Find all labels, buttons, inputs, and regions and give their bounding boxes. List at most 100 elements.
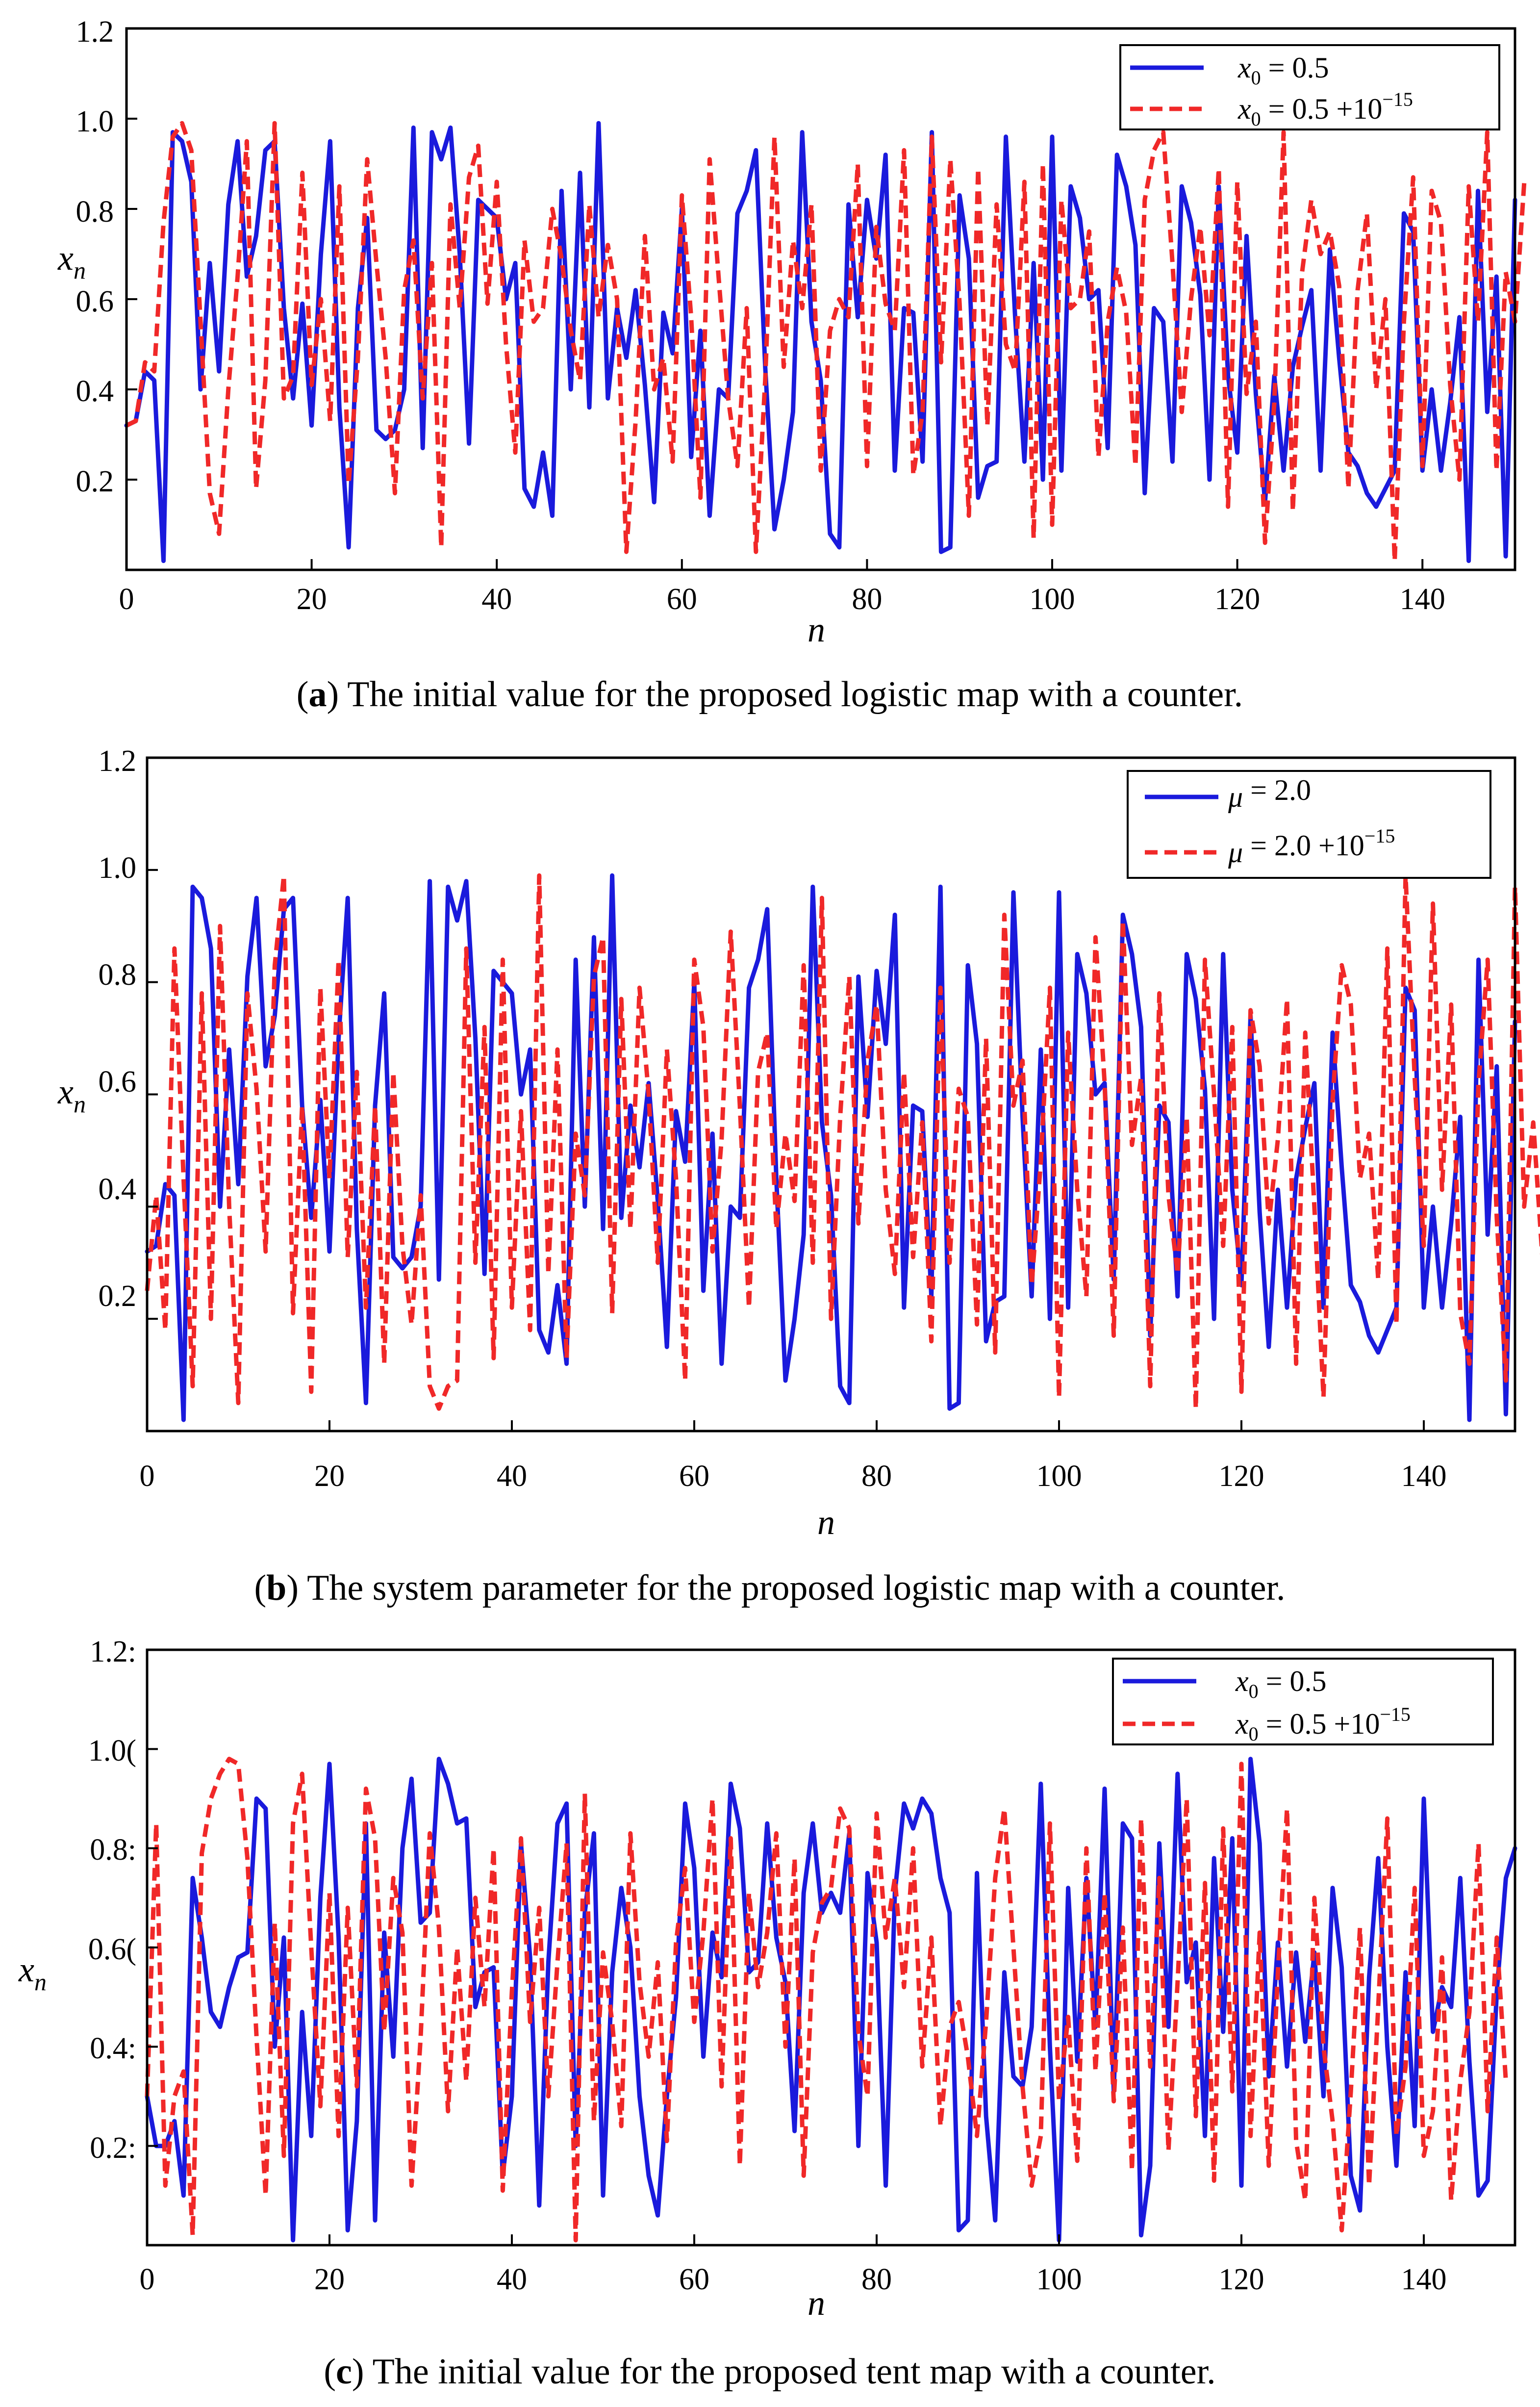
panel-b-caption-letter: b [266, 1568, 286, 1608]
panel-b-caption-open: ( [254, 1568, 267, 1608]
panel-c-xtick-label-140: 140 [1401, 2263, 1447, 2296]
panel-c-xtick-label-20: 20 [314, 2263, 345, 2296]
panel-a-y-axis-title: xn [57, 238, 86, 284]
panel-a-legend-solid-rest: = 0.5 [1261, 51, 1329, 84]
panel-c-legend-solid-rest: = 0.5 [1259, 1665, 1327, 1697]
panel-a-caption: (a) The initial value for the proposed l… [297, 674, 1243, 715]
panel-c-legend-dashed-prefix: x [1235, 1708, 1249, 1740]
panel-b-y-axis-title-main: x [57, 1072, 74, 1111]
panel-a-ytick-label-0.6: 0.6 [76, 285, 114, 318]
panel-c-xtick-label-80: 80 [861, 2263, 892, 2296]
panel-b-series-solid-line [145, 873, 1517, 1422]
panel-b-caption: (b) The system parameter for the propose… [254, 1568, 1286, 1608]
plot-a-area: 0 20 40 60 80 100 120 140 [119, 27, 1527, 616]
panel-b-legend-dashed-label: μ = 2.0 +10−15 [1228, 825, 1395, 869]
panel-a-caption-text: The initial value for the proposed logis… [339, 674, 1243, 715]
panel-c-y-axis-title: xn [18, 1950, 47, 1996]
plot-c-area: 0 20 40 60 80 100 120 140 [140, 1648, 1517, 2296]
panel-b-xtick-label-80: 80 [861, 1460, 892, 1493]
panel-a-xtick-label-120: 120 [1214, 583, 1260, 616]
panel-b-xtick-label-40: 40 [497, 1460, 527, 1493]
plot-b-area: 0 20 40 60 80 100 120 140 [140, 756, 1540, 1493]
panel-a-legend-dashed-prefix: x [1237, 93, 1251, 125]
panel-c-series-dashed-line [145, 1757, 1508, 2243]
panel-a-legend-box [1119, 44, 1500, 130]
panel-c-legend-solid-sub: 0 [1249, 1680, 1259, 1702]
panel-a-x-axis-title: n [808, 610, 825, 649]
panel-c-legend-dashed-label: x0 = 0.5 +10−15 [1235, 1703, 1411, 1745]
panel-a: 0 20 40 60 80 100 120 140 1.2 1.0 0.8 0.6 0.4 0… [57, 15, 1527, 715]
panel-c-ytick-label-1.2: 1.2: [90, 1635, 136, 1668]
panel-c-caption-letter: c [336, 2352, 352, 2392]
panel-a-xtick-label-0: 0 [119, 583, 134, 616]
panel-a-legend-dashed-sub: 0 [1251, 108, 1261, 130]
panel-b-legend-solid-label: μ = 2.0 [1228, 774, 1311, 813]
panel-b-xtick-label-60: 60 [679, 1460, 709, 1493]
panel-a-caption-close: ) [327, 674, 339, 715]
panel-b-legend-dashed-prefix: μ [1228, 836, 1243, 869]
panel-b-xtick-label-0: 0 [140, 1460, 155, 1493]
panel-a-legend-solid-sub: 0 [1251, 67, 1261, 89]
panel-a-y-axis-title-sub: n [74, 256, 86, 284]
panel-c: 0 20 40 60 80 100 120 140 1.2: 1.0( 0.8: 0.6( 0… [18, 1635, 1517, 2392]
panel-b-ytick-label-1.0: 1.0 [99, 851, 137, 885]
panel-b-y-axis-title-sub: n [74, 1090, 86, 1118]
panel-a-xtick-label-60: 60 [667, 583, 697, 616]
panel-a-series-dashed-line [126, 121, 1527, 563]
panel-a-xtick-label-80: 80 [852, 583, 882, 616]
panel-c-legend-dashed-sup: −15 [1380, 1703, 1411, 1725]
panel-a-ytick-label-0.2: 0.2 [76, 465, 114, 498]
panel-c-x-axis-title: n [808, 2283, 825, 2323]
panel-a-legend-dashed-rest: = 0.5 +10 [1261, 93, 1383, 125]
panel-c-caption-open: ( [324, 2352, 336, 2392]
panel-c-legend-dashed-sub: 0 [1249, 1723, 1259, 1745]
panel-a-legend-solid-prefix: x [1237, 51, 1251, 84]
panel-a-caption-open: ( [297, 674, 309, 715]
panel-c-xtick-label-100: 100 [1036, 2263, 1082, 2296]
panel-b-caption-close: ) [286, 1568, 299, 1608]
panel-a-legend: x0 = 0.5 x0 = 0.5 +10−15 [1119, 44, 1500, 130]
panel-c-xtick-label-40: 40 [497, 2263, 527, 2296]
panel-b-legend-dashed-rest: = 2.0 +10 [1243, 829, 1364, 862]
panel-b-y-axis-title: xn [57, 1072, 86, 1118]
panel-b: 0 20 40 60 80 100 120 140 1.2 1.0 0.8 0.6 0.4 0… [57, 744, 1540, 1608]
panel-c-y-axis-title-main: x [18, 1950, 34, 1989]
panel-b-legend-dashed-sup: −15 [1364, 825, 1395, 847]
panel-b-ytick-label-0.6: 0.6 [99, 1065, 137, 1099]
panel-c-ytick-label-0.6: 0.6( [88, 1933, 136, 1966]
panel-a-ytick-label-1.2: 1.2 [76, 15, 114, 49]
panel-c-ytick-label-0.8: 0.8: [90, 1833, 136, 1867]
panel-c-legend-solid-label: x0 = 0.5 [1235, 1665, 1326, 1702]
panel-c-ytick-label-0.4: 0.4: [90, 2032, 136, 2065]
panel-c-caption-text: The initial value for the proposed tent … [364, 2352, 1216, 2392]
panel-c-legend: x0 = 0.5 x0 = 0.5 +10−15 [1112, 1658, 1494, 1745]
panel-b-ytick-label-1.2: 1.2 [99, 744, 137, 778]
panel-c-legend-box [1112, 1658, 1494, 1745]
panel-b-xtick-label-20: 20 [314, 1460, 345, 1493]
panel-b-legend-solid-rest: = 2.0 [1243, 774, 1311, 806]
panel-b-ytick-label-0.2: 0.2 [99, 1280, 137, 1313]
panel-a-xtick-label-40: 40 [481, 583, 512, 616]
panel-b-xtick-label-120: 120 [1219, 1460, 1264, 1493]
panel-b-ytick-label-0.4: 0.4 [99, 1173, 137, 1206]
panel-b-series-dashed-line [145, 873, 1540, 1411]
panel-c-xtick-label-0: 0 [140, 2263, 155, 2296]
panel-a-legend-dashed-sup: −15 [1382, 88, 1413, 110]
panel-a-ytick-label-1.0: 1.0 [76, 105, 114, 138]
panel-b-xtick-label-140: 140 [1401, 1460, 1447, 1493]
panel-c-ytick-label-1.0: 1.0( [88, 1734, 136, 1767]
panel-a-xtick-label-140: 140 [1400, 583, 1445, 616]
panel-a-xtick-label-100: 100 [1030, 583, 1075, 616]
panel-c-legend-solid-prefix: x [1235, 1665, 1249, 1697]
panel-a-series-solid-line [124, 121, 1517, 563]
panel-b-xtick-label-100: 100 [1036, 1460, 1082, 1493]
panel-c-legend-dashed-rest: = 0.5 +10 [1259, 1708, 1380, 1740]
panel-a-caption-letter: a [308, 674, 327, 715]
panel-c-series-solid-line [145, 1757, 1517, 2243]
panel-b-legend-solid-prefix: μ [1228, 781, 1243, 813]
panel-c-y-axis-title-sub: n [34, 1968, 47, 1996]
panel-a-y-axis-title-main: x [57, 238, 74, 278]
panel-c-xtick-label-60: 60 [679, 2263, 709, 2296]
panel-c-ytick-label-0.2: 0.2: [90, 2131, 136, 2165]
